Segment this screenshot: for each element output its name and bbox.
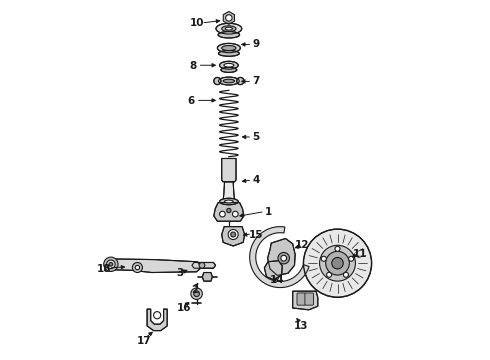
Ellipse shape <box>223 79 235 83</box>
Text: 1: 1 <box>265 207 272 217</box>
Text: 4: 4 <box>252 175 259 185</box>
Polygon shape <box>223 12 234 24</box>
Circle shape <box>191 288 202 300</box>
Circle shape <box>194 291 199 297</box>
Ellipse shape <box>218 43 240 53</box>
Circle shape <box>135 265 140 270</box>
Polygon shape <box>268 238 295 275</box>
Polygon shape <box>221 158 236 182</box>
Text: 2: 2 <box>191 285 198 295</box>
Polygon shape <box>104 259 200 273</box>
Ellipse shape <box>219 50 239 56</box>
Text: 6: 6 <box>188 96 195 106</box>
Circle shape <box>104 257 118 271</box>
Text: 9: 9 <box>252 40 259 49</box>
Ellipse shape <box>221 67 237 72</box>
Polygon shape <box>223 182 235 201</box>
Polygon shape <box>221 226 245 246</box>
Circle shape <box>349 256 354 261</box>
Ellipse shape <box>221 45 236 50</box>
Circle shape <box>326 251 349 275</box>
Text: 15: 15 <box>248 230 263 239</box>
Polygon shape <box>202 273 212 281</box>
Circle shape <box>326 272 332 277</box>
Circle shape <box>281 255 287 261</box>
Ellipse shape <box>219 77 239 85</box>
Polygon shape <box>250 227 309 288</box>
Circle shape <box>107 260 115 269</box>
Circle shape <box>220 211 225 217</box>
Polygon shape <box>147 309 167 330</box>
Text: 7: 7 <box>252 76 259 86</box>
Text: 8: 8 <box>189 61 196 71</box>
Circle shape <box>153 312 161 319</box>
Text: 5: 5 <box>252 132 259 142</box>
Circle shape <box>303 229 371 297</box>
Text: 16: 16 <box>177 303 191 313</box>
Polygon shape <box>293 291 318 310</box>
Circle shape <box>225 15 232 21</box>
Circle shape <box>228 229 238 239</box>
Ellipse shape <box>221 26 236 32</box>
Circle shape <box>237 77 244 85</box>
FancyBboxPatch shape <box>305 293 314 305</box>
Polygon shape <box>214 203 244 221</box>
Text: 17: 17 <box>137 336 151 346</box>
Ellipse shape <box>220 61 238 69</box>
Ellipse shape <box>216 23 242 34</box>
Circle shape <box>132 262 143 273</box>
Text: 14: 14 <box>270 275 285 285</box>
Polygon shape <box>265 261 282 280</box>
Ellipse shape <box>224 200 233 203</box>
FancyBboxPatch shape <box>297 293 306 305</box>
Circle shape <box>319 245 355 281</box>
Text: 10: 10 <box>189 18 204 28</box>
Circle shape <box>232 211 238 217</box>
Ellipse shape <box>225 27 232 30</box>
Polygon shape <box>192 262 216 268</box>
Text: 13: 13 <box>294 321 308 331</box>
Text: 18: 18 <box>97 264 112 274</box>
Ellipse shape <box>220 198 238 205</box>
Circle shape <box>199 262 205 268</box>
Circle shape <box>278 252 290 264</box>
Text: 12: 12 <box>295 240 310 250</box>
Circle shape <box>335 246 340 251</box>
Circle shape <box>332 257 343 269</box>
Text: 11: 11 <box>352 248 367 258</box>
Circle shape <box>214 77 221 85</box>
Text: 3: 3 <box>176 268 183 278</box>
Circle shape <box>321 256 326 261</box>
Circle shape <box>343 272 348 277</box>
Circle shape <box>231 232 236 237</box>
Ellipse shape <box>224 63 234 67</box>
Ellipse shape <box>218 32 240 38</box>
Circle shape <box>227 208 231 213</box>
Circle shape <box>109 262 113 266</box>
